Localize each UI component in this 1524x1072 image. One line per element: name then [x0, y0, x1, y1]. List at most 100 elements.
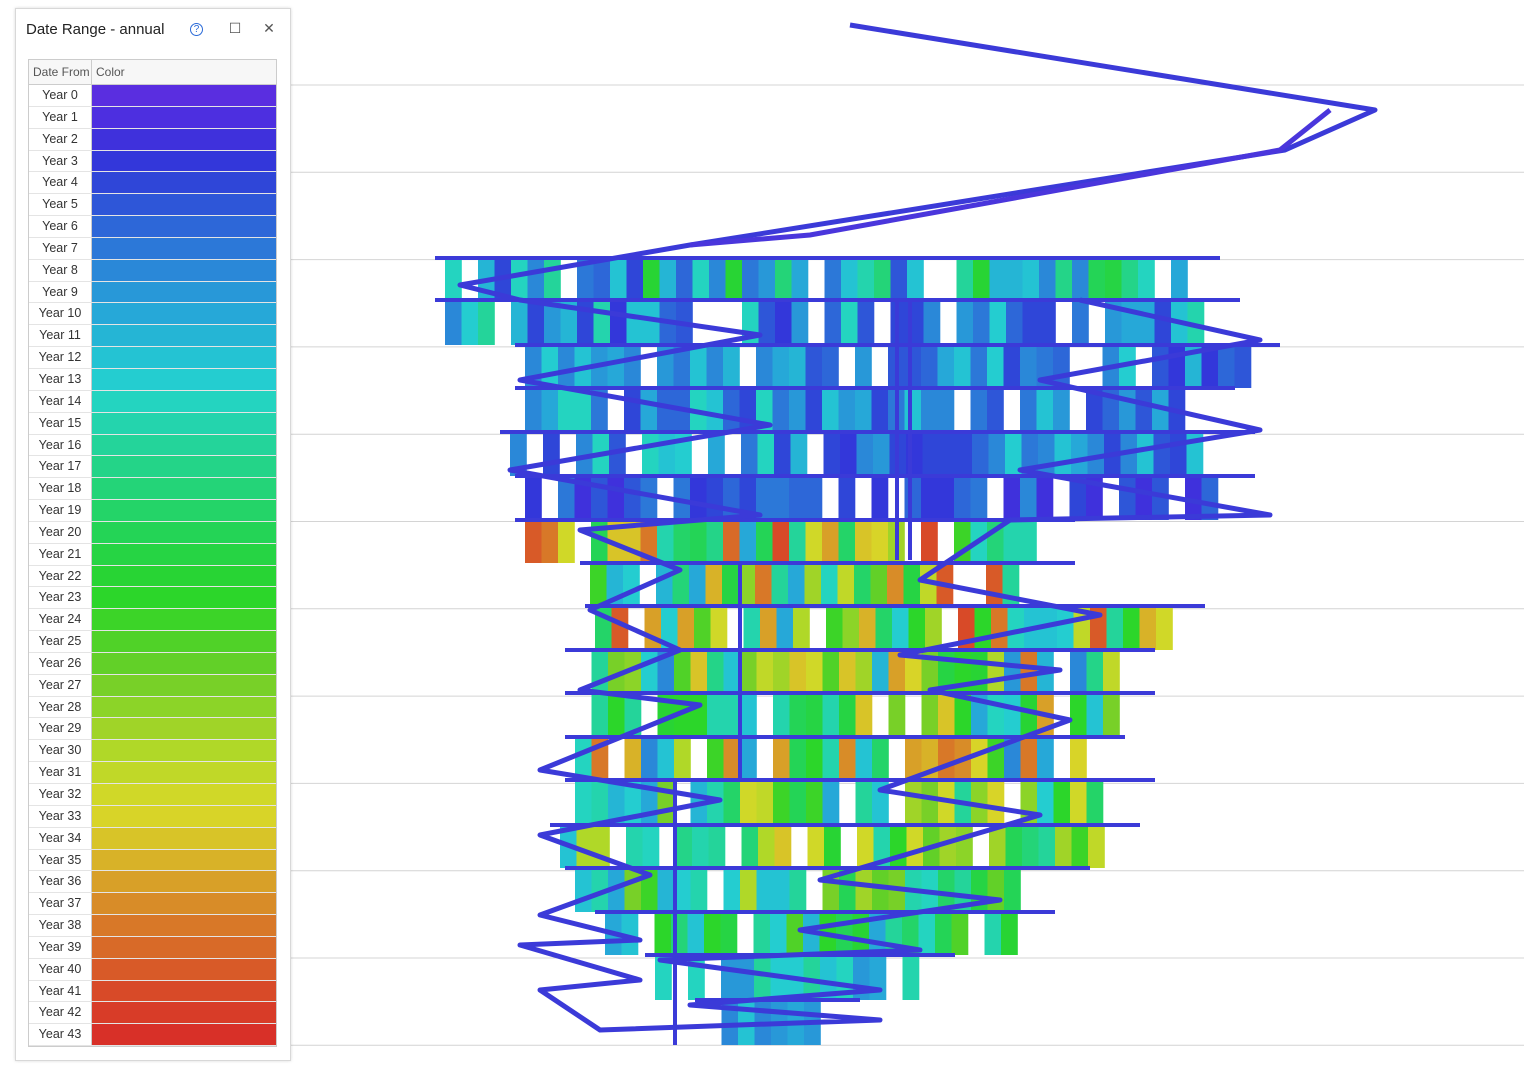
block [1072, 258, 1089, 300]
legend-row: Year 23 [29, 587, 276, 610]
block [857, 300, 875, 345]
block [1135, 388, 1153, 432]
block [510, 432, 527, 476]
block [756, 345, 773, 388]
legend-row: Year 0 [29, 85, 276, 107]
block [789, 737, 807, 780]
block [1006, 300, 1023, 345]
color-swatch [92, 674, 276, 696]
block [971, 737, 988, 780]
block [855, 693, 873, 737]
block [709, 258, 726, 300]
block [657, 693, 675, 737]
block [720, 912, 738, 955]
block [904, 388, 922, 432]
block [610, 300, 627, 345]
block [544, 300, 561, 345]
row-label: Year 26 [29, 652, 92, 674]
color-swatch [92, 980, 276, 1002]
block [723, 693, 741, 737]
block [822, 693, 840, 737]
color-swatch [92, 500, 276, 521]
block [869, 955, 887, 1000]
maximize-button[interactable]: ☐ [228, 20, 242, 36]
row-label: Year 32 [29, 784, 92, 805]
legend-row: Year 12 [29, 347, 276, 369]
block [789, 388, 806, 432]
block [690, 476, 707, 520]
row-label: Year 33 [29, 805, 92, 827]
legend-row: Year 26 [29, 652, 276, 675]
block [1004, 868, 1021, 912]
block [657, 388, 674, 432]
block [541, 388, 559, 432]
row-label: Year 14 [29, 390, 92, 412]
block [607, 476, 625, 520]
block [907, 258, 924, 300]
color-swatch [92, 893, 276, 915]
block [836, 955, 854, 1000]
block [773, 693, 790, 737]
block [938, 693, 955, 737]
block [987, 868, 1005, 912]
block [740, 780, 757, 825]
block [1086, 780, 1104, 825]
help-button[interactable]: ? [190, 23, 203, 36]
row-label: Year 34 [29, 827, 92, 849]
block [657, 868, 675, 912]
row-label: Year 5 [29, 194, 92, 216]
block [721, 1000, 739, 1045]
block [1003, 520, 1021, 563]
row-label: Year 17 [29, 456, 92, 478]
block [954, 868, 972, 912]
block [840, 432, 857, 476]
block [822, 388, 839, 432]
block [756, 650, 774, 693]
block [624, 693, 642, 737]
block [871, 388, 889, 432]
block [855, 868, 873, 912]
block [875, 606, 893, 650]
block [1121, 300, 1139, 345]
block [1185, 476, 1202, 520]
block [574, 388, 592, 432]
legend-row: Year 41 [29, 980, 276, 1003]
block [956, 300, 974, 345]
color-swatch [92, 216, 276, 237]
legend-row: Year 11 [29, 325, 276, 348]
block [689, 563, 706, 606]
block [775, 258, 792, 300]
block [1022, 300, 1040, 345]
legend-row: Year 10 [29, 303, 276, 326]
block [1103, 650, 1120, 693]
block [873, 825, 891, 868]
block [921, 650, 939, 693]
block [839, 737, 856, 780]
legend-row: Year 13 [29, 368, 276, 391]
row-label: Year 41 [29, 980, 92, 1002]
row-label: Year 9 [29, 281, 92, 303]
color-swatch [92, 827, 276, 849]
block [1105, 258, 1122, 300]
color-swatch [92, 871, 276, 893]
block [806, 693, 823, 737]
block [841, 300, 858, 345]
block [972, 432, 989, 476]
legend-row: Year 40 [29, 958, 276, 981]
haul-ramp [457, 22, 1378, 1033]
block [1201, 476, 1219, 520]
close-button[interactable]: ✕ [263, 20, 275, 36]
block [609, 432, 626, 476]
row-label: Year 40 [29, 958, 92, 980]
legend-row: Year 2 [29, 128, 276, 151]
block [921, 693, 939, 737]
block [658, 432, 676, 476]
color-swatch [92, 958, 276, 980]
block [708, 432, 725, 476]
block [1020, 388, 1037, 432]
color-swatch [92, 456, 276, 478]
block [1022, 825, 1039, 868]
row-label: Year 36 [29, 871, 92, 893]
block [841, 258, 858, 300]
block [677, 606, 695, 650]
